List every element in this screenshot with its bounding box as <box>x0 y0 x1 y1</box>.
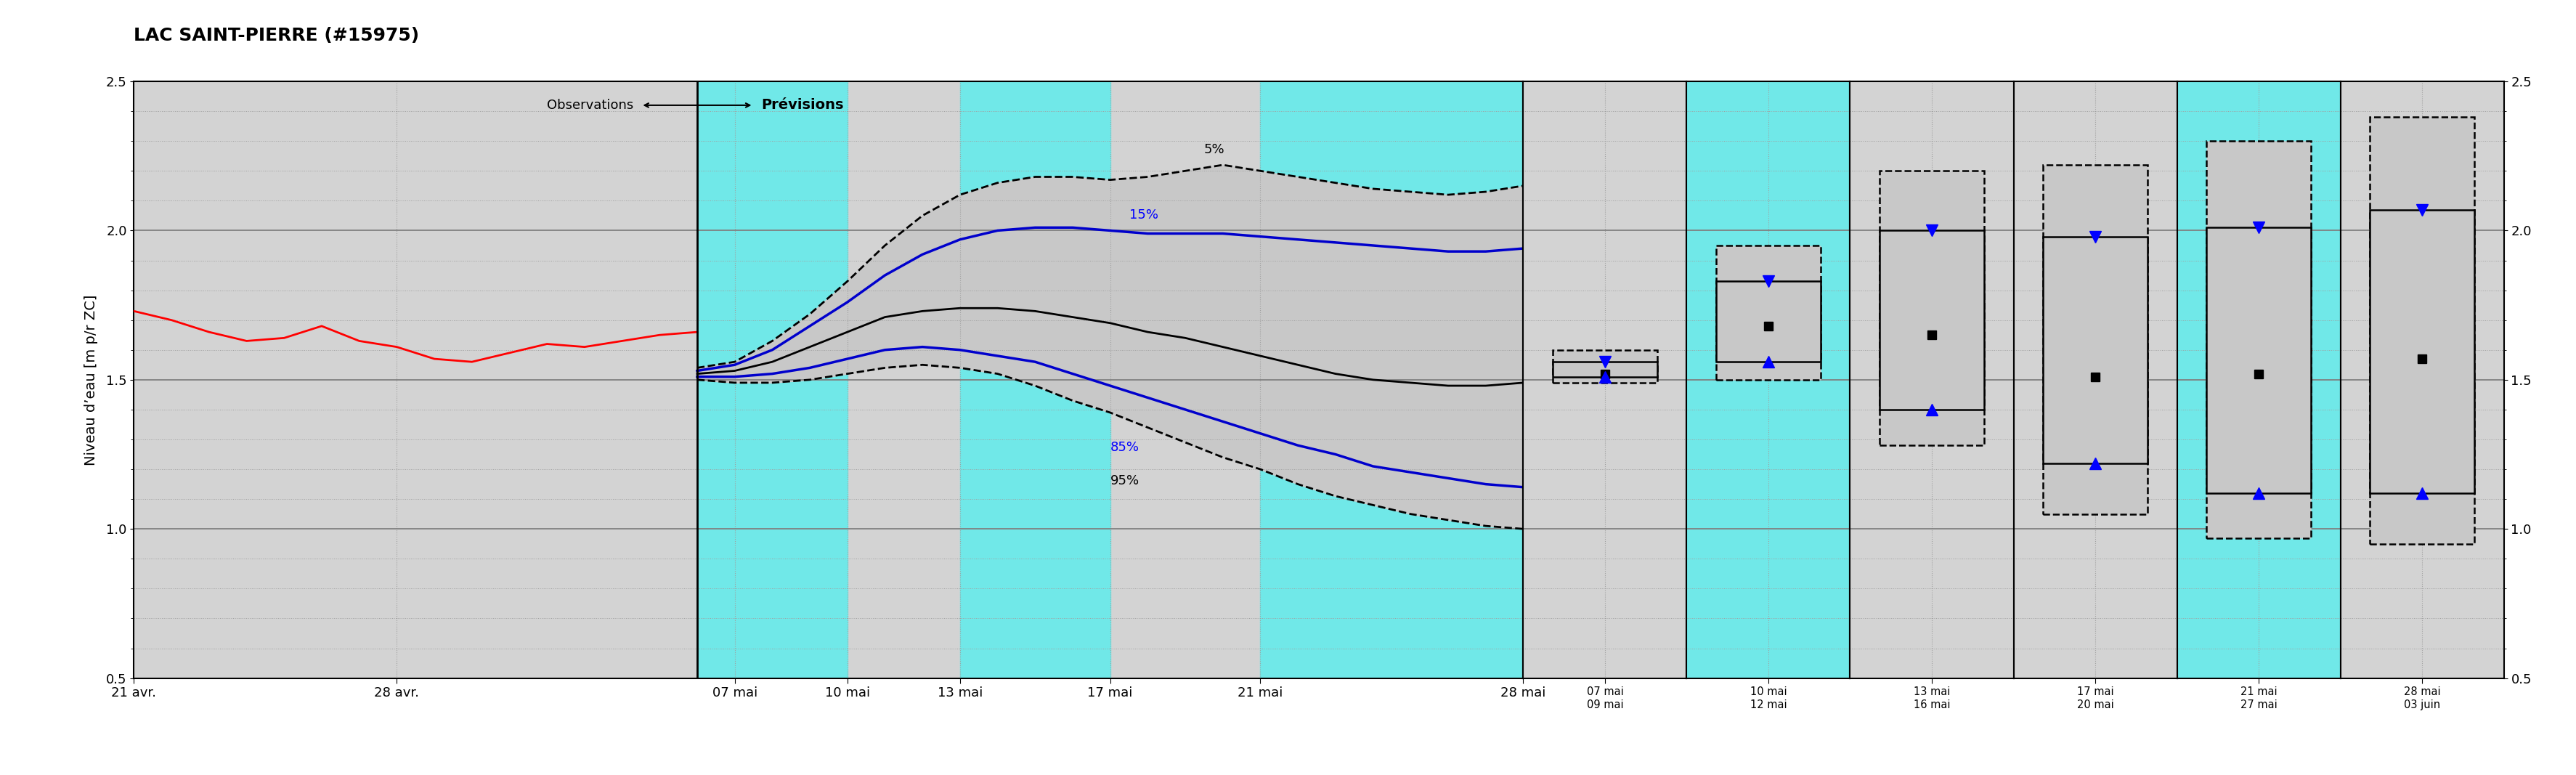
Bar <box>1880 171 1984 446</box>
Text: 85%: 85% <box>1110 441 1139 454</box>
Bar <box>1716 246 1821 380</box>
Text: 15%: 15% <box>1128 208 1159 222</box>
Text: Prévisions: Prévisions <box>760 98 842 112</box>
Text: 95%: 95% <box>1110 474 1139 487</box>
Bar <box>2370 210 2476 493</box>
Bar <box>2208 228 2311 493</box>
Text: Observations: Observations <box>546 98 634 112</box>
Bar <box>2208 141 2311 538</box>
Bar <box>2370 117 2476 544</box>
Text: LAC SAINT-PIERRE (#15975): LAC SAINT-PIERRE (#15975) <box>134 27 420 44</box>
Bar <box>2043 165 2148 514</box>
Bar <box>1553 350 1656 383</box>
Bar <box>1553 362 1656 377</box>
Bar <box>1260 81 1522 678</box>
Bar <box>1880 231 1984 410</box>
Text: 5%: 5% <box>1203 143 1224 156</box>
Bar <box>961 81 1110 678</box>
Bar <box>698 81 848 678</box>
Bar <box>2043 236 2148 463</box>
Y-axis label: Niveau d’eau [m p/r ZC]: Niveau d’eau [m p/r ZC] <box>85 294 98 465</box>
Bar <box>1716 281 1821 362</box>
